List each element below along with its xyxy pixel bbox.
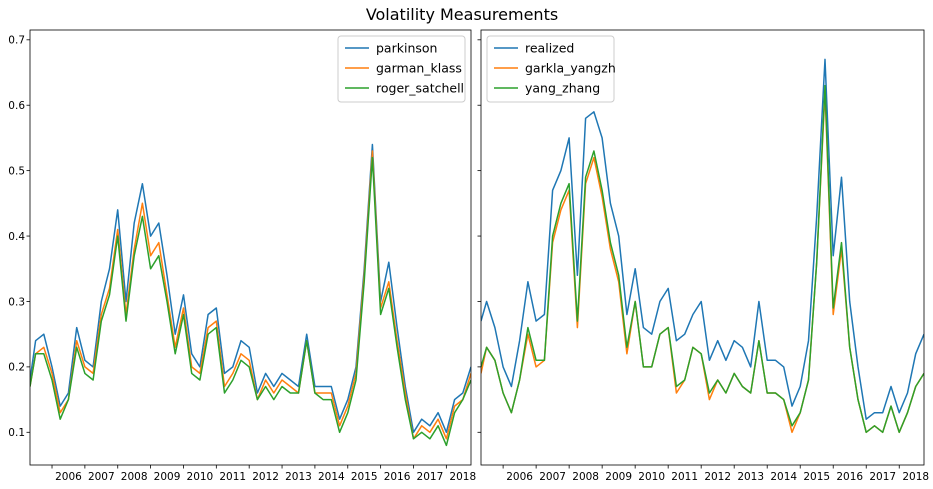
x-tick-label: 2018 [449,471,476,483]
y-tick-label: 0.1 [8,427,25,439]
x-tick-label: 2017 [869,471,896,483]
x-tick-label: 2015 [803,471,830,483]
figure-title: Volatility Measurements [366,5,558,24]
legend-box [486,35,615,103]
x-tick-label: 2011 [671,471,698,483]
series-line-yang-zhang [481,84,924,434]
x-tick-label: 2009 [154,471,181,483]
legend-label: realized [525,41,574,56]
x-tick-label: 2016 [384,471,411,483]
x-tick-label: 2012 [704,471,731,483]
x-tick-label: 2014 [318,471,345,483]
series-line-roger-satchell [30,156,471,447]
y-tick-label: 0.7 [8,35,25,47]
x-tick-label: 2010 [187,471,214,483]
series-line-parkinson [30,143,471,434]
chart-left: 0.1 0.2 0.3 0.4 0.5 0.6 0.7 2006 2007 2008 2009 201… [8,29,476,483]
legend-label: yang_zhang [525,81,600,96]
x-tick-label: 2018 [902,471,929,483]
x-tick-label: 2008 [121,471,148,483]
x-tick-label: 2006 [55,471,82,483]
x-tick-label: 2010 [638,471,665,483]
x-tick-label: 2013 [737,471,764,483]
y-tick-label: 0.6 [8,100,25,112]
legend-box [337,35,466,103]
x-tick-label: 2007 [88,471,115,483]
x-tick-label: 2014 [770,471,797,483]
plot-lines [481,58,924,434]
x-tick-label: 2016 [836,471,863,483]
series-line-realized [481,58,924,420]
legend-label: parkinson [376,41,437,56]
y-tick-label: 0.2 [8,362,25,374]
x-tick-label: 2009 [605,471,632,483]
plot-lines [30,143,471,447]
axes-frame [480,29,925,466]
x-tick-label: 2008 [572,471,599,483]
series-line-garman-klass [30,150,471,440]
chart-right: 2006 2007 2008 2009 2010 2011 2012 2013 2014 2015… [477,29,929,483]
y-tick-label: 0.5 [8,165,25,177]
x-tick-label: 2013 [285,471,312,483]
y-tick-label: 0.3 [8,296,25,308]
x-tick-label: 2012 [252,471,279,483]
legend: realized garkla_yangzh yang_zhang [486,35,616,103]
axes-frame [29,29,472,466]
legend-label: garman_klass [376,61,462,76]
legend-label: roger_satchell [376,81,464,96]
x-tick-label: 2017 [417,471,444,483]
x-tick-label: 2015 [351,471,378,483]
legend: parkinson garman_klass roger_satchell [337,35,466,103]
x-tick-label: 2006 [506,471,533,483]
y-tick-label: 0.4 [8,231,25,243]
legend-label: garkla_yangzh [525,61,616,76]
x-tick-label: 2007 [539,471,566,483]
x-tick-label: 2011 [219,471,246,483]
